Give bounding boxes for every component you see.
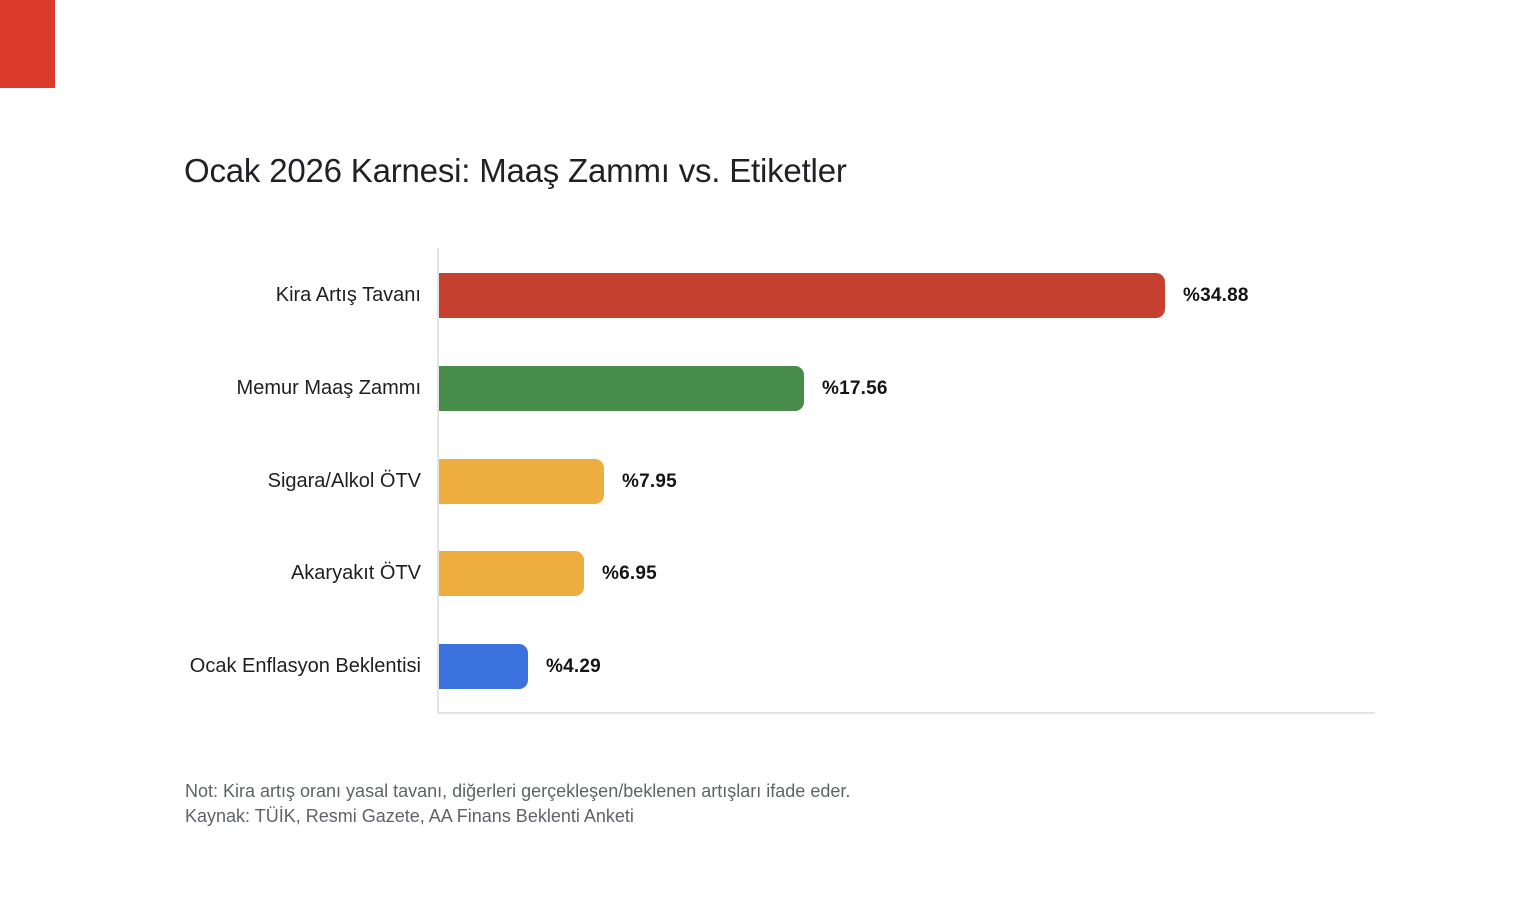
bar-row: Memur Maaş Zammı %17.56 [0, 366, 1536, 411]
bar-row: Kira Artış Tavanı %34.88 [0, 273, 1536, 318]
red-corner-marker [0, 0, 55, 88]
category-label: Memur Maaş Zammı [236, 377, 421, 399]
footer-notes: Not: Kira artış oranı yasal tavanı, diğe… [185, 779, 850, 829]
value-label: %17.56 [822, 377, 888, 399]
category-label: Akaryakıt ÖTV [290, 562, 421, 584]
value-label: %34.88 [1183, 284, 1249, 306]
bar [439, 551, 584, 596]
category-label: Ocak Enflasyon Beklentisi [189, 655, 421, 677]
bar-row: Ocak Enflasyon Beklentisi %4.29 [0, 644, 1536, 689]
bar [439, 644, 528, 689]
bar-row: Sigara/Alkol ÖTV %7.95 [0, 459, 1536, 504]
value-label: %6.95 [602, 562, 657, 584]
chart-title: Ocak 2026 Karnesi: Maaş Zammı vs. Etiket… [184, 152, 847, 189]
bar-row: Akaryakıt ÖTV %6.95 [0, 551, 1536, 596]
bar [439, 273, 1165, 318]
value-label: %4.29 [546, 655, 601, 677]
category-label: Sigara/Alkol ÖTV [267, 470, 421, 492]
bar [439, 459, 604, 504]
note-line-2: Kaynak: TÜİK, Resmi Gazete, AA Finans Be… [185, 806, 634, 826]
value-label: %7.95 [622, 470, 677, 492]
bar [439, 366, 804, 411]
x-axis-line [437, 712, 1375, 714]
y-axis-line [437, 248, 439, 714]
note-line-1: Not: Kira artış oranı yasal tavanı, diğe… [185, 781, 851, 801]
category-label: Kira Artış Tavanı [275, 284, 421, 306]
